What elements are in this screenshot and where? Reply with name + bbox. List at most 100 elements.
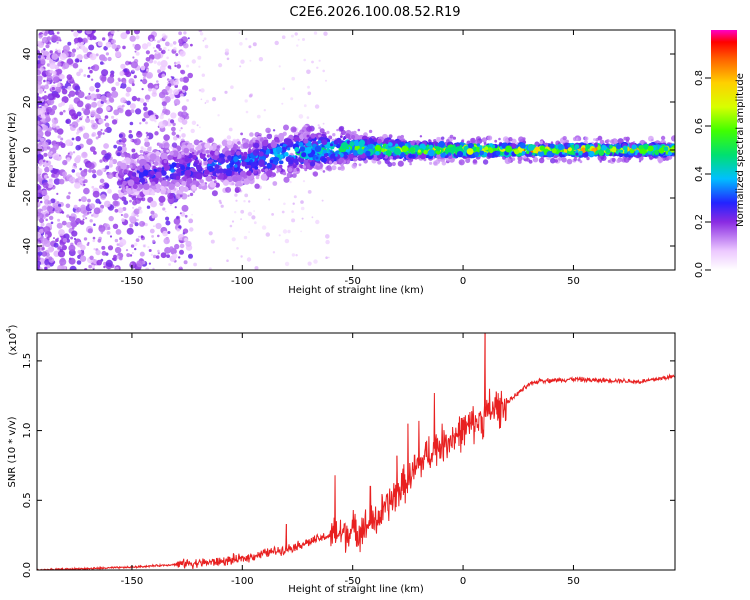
spectrum-point [325,256,328,260]
spectrum-point [135,238,140,243]
spectrum-point [173,136,178,141]
spectrum-point [287,167,293,172]
spectrum-point [248,94,253,98]
spectrum-point [57,128,64,135]
spectrum-point [42,159,46,163]
spectrum-point [120,152,126,158]
spectrum-point [191,151,195,155]
spectrum-point [140,79,143,82]
spectrum-point [137,187,141,191]
spectrum-point [638,145,644,151]
spectrum-point [183,42,189,49]
spectrum-point [312,171,319,177]
spectrum-point [88,169,92,173]
spectrum-point [589,151,595,157]
spectrum-point [66,157,71,162]
spectrum-point [143,62,149,68]
spectrum-point [89,211,92,214]
spectrum-point [46,84,49,87]
spectrum-point [339,165,345,171]
spectrum-point [167,231,171,234]
spectrum-point [38,34,43,39]
svg-text:(x104): (x104) [5,324,19,355]
spectrum-point [147,146,152,152]
spectrum-point [142,147,147,152]
spectrum-point [39,117,42,120]
spectrum-point [228,127,233,132]
spectrum-point [71,226,75,230]
spectrum-point [269,159,274,164]
spectrum-point [161,167,165,170]
spectrum-point [98,225,106,233]
spectrum-point [107,245,114,251]
spectrum-point [172,41,177,45]
spectrum-point [241,180,245,184]
spectrum-point [131,172,137,177]
spectrum-point [290,34,294,38]
spectrum-point [316,66,319,70]
spectrum-point [278,160,283,165]
spectrum-point [248,45,252,49]
spectrum-point [91,133,95,137]
spectrum-point [276,139,280,143]
spectrum-point [155,171,163,179]
spectrum-point [374,144,382,152]
spectrum-point [59,74,65,80]
spectrum-point [78,68,84,73]
spectrum-point [247,211,253,217]
spectrum-point [44,130,52,137]
spectrum-point [247,150,252,155]
spectrum-point [111,119,118,125]
spectrum-point [97,238,102,243]
spectrum-point [58,229,65,236]
spectrum-point [212,143,218,149]
spectrum-point [186,64,190,68]
spectrum-point [152,165,156,169]
spectrum-point [37,97,41,101]
spectrum-point [37,102,40,106]
spectrum-point [175,53,179,57]
figure-title: C2E6.2026.100.08.52.R19 [289,5,460,20]
spectrum-point [69,215,76,222]
spectrum-point [205,149,210,154]
spectrum-point [75,155,82,161]
spectrum-point [317,163,321,167]
spectrum-point [643,143,650,150]
spectrum-point [215,169,221,174]
spectrum-point [351,163,357,169]
spectrum-point [127,179,135,187]
spectrum-point [131,83,135,87]
spectrum-point [159,114,164,120]
spectrum-point [164,210,167,213]
spectrum-point [183,260,188,265]
spectrum-point [253,142,260,149]
spectrum-point [441,136,445,140]
spectrum-point [293,195,297,199]
spectrum-point [101,69,109,77]
spectrum-point [205,99,209,103]
spectrum-point [277,154,281,158]
spectrum-point [303,104,307,108]
spectrum-point [76,47,80,50]
spectrum-point [57,237,59,240]
spectrum-point [42,182,49,189]
spectrum-point [85,30,93,35]
spectrum-point [141,88,144,91]
spectrum-point [83,237,88,241]
spectrum-point [201,73,205,77]
spectrum-point [417,149,421,153]
spectrum-point [331,165,337,171]
spectrum-point [268,198,271,201]
spectrum-point [117,189,122,194]
spectrum-point [123,213,129,219]
spectrum-point [307,85,310,89]
spectrum-point [601,145,607,151]
spectrum-point [327,166,333,172]
spectrum-point [162,230,169,237]
spectrum-point [62,45,70,53]
spectrum-point [49,215,54,221]
spectrum-point [585,144,591,150]
spectrum-point [157,69,162,74]
spectrum-point [43,226,51,234]
spectrum-point [167,49,170,51]
